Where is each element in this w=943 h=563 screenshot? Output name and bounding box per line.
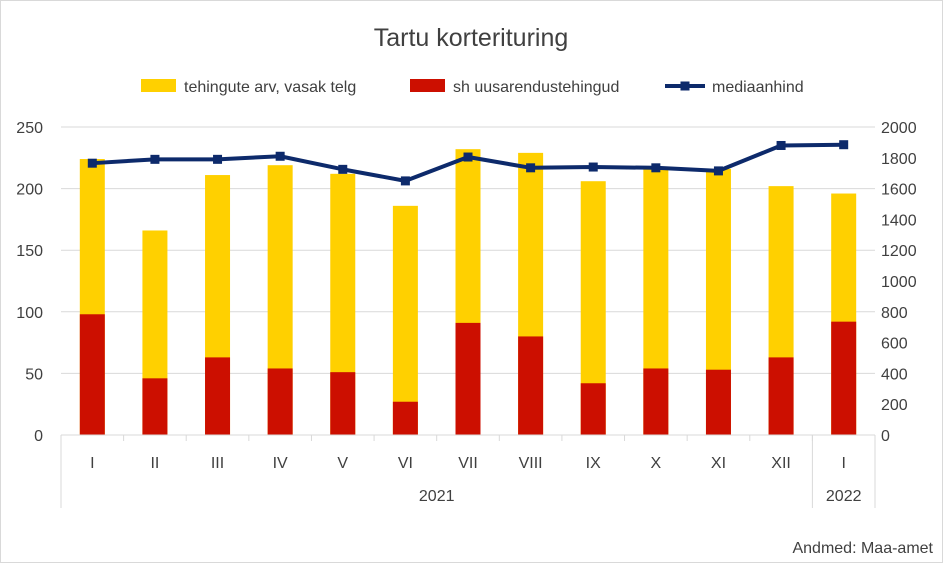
bar-new-development [267,368,293,435]
y-right-tick-label: 800 [881,305,908,322]
y-right-tick-label: 400 [881,366,908,383]
y-left-tick-label: 250 [16,120,43,137]
y-right-tick-label: 1400 [881,212,917,229]
median-price-marker [87,158,97,168]
legend-swatch [410,79,445,92]
median-price-marker [776,140,786,150]
y-left-tick-label: 50 [25,366,43,383]
x-tick-label: V [337,455,348,472]
y-left-tick-label: 150 [16,243,43,260]
median-price-marker [400,176,410,186]
legend-item: tehingute arv, vasak telg [141,79,356,96]
median-price-marker [463,152,473,162]
x-tick-label: IX [586,455,601,472]
y-left-tick-label: 0 [34,428,43,445]
x-tick-label: IV [273,455,288,472]
median-price-marker [651,163,661,173]
y-left-tick-label: 200 [16,182,43,199]
bar-new-development [580,383,606,435]
bar-total [392,205,418,435]
median-price-marker [588,162,598,172]
legend: tehingute arv, vasak telg sh uusarenduste… [141,79,804,96]
x-tick-label: I [841,455,845,472]
bar-new-development [643,368,669,435]
y-right-tick-label: 1200 [881,243,917,260]
bar-new-development [831,321,857,435]
axes: 0 50 100 150 200 250 0 200 400 600 800 1000 1200 1400… [16,120,917,508]
x-tick-label: X [651,455,662,472]
legend-item: mediaanhind [665,79,804,96]
x-tick-label: XII [771,455,791,472]
x-tick-label: III [211,455,224,472]
legend-item: sh uusarendustehingud [410,79,619,96]
median-price-marker [713,166,723,176]
median-price-marker [526,163,536,173]
y-right-tick-label: 1600 [881,182,917,199]
y-right-tick-label: 600 [881,336,908,353]
x-tick-label: VII [458,455,478,472]
x-tick-label: VI [398,455,413,472]
legend-label: sh uusarendustehingud [453,79,619,96]
bar-new-development [392,401,418,435]
bar-new-development [768,357,794,435]
median-price-marker [275,151,285,161]
bar-new-development [330,372,356,435]
year-group-label: 2022 [826,488,862,505]
median-price-marker [839,140,849,150]
legend-marker [680,81,690,91]
median-price-marker [213,154,223,164]
bar-new-development [142,378,168,435]
bar-new-development [455,322,481,435]
median-price-line [87,140,849,186]
x-tick-label: VIII [519,455,543,472]
bar-new-development [705,369,731,435]
year-group-label: 2021 [419,488,455,505]
y-right-tick-label: 0 [881,428,890,445]
bars [79,149,857,436]
legend-label: mediaanhind [712,79,804,96]
legend-label: tehingute arv, vasak telg [184,79,356,96]
median-price-marker [338,164,348,174]
source-note: Andmed: Maa-amet [792,540,933,557]
y-right-tick-label: 1000 [881,274,917,291]
median-price-marker [150,154,160,164]
legend-swatch [141,79,176,92]
x-tick-label: XI [711,455,726,472]
y-left-tick-label: 100 [16,305,43,322]
y-right-tick-label: 2000 [881,120,917,137]
y-right-tick-label: 200 [881,397,908,414]
chart-title: Tartu korterituring [374,24,569,52]
bar-new-development [79,314,105,435]
bar-new-development [205,357,231,435]
x-tick-label: II [150,455,159,472]
x-tick-label: I [90,455,94,472]
bar-new-development [518,336,544,435]
y-right-tick-label: 1800 [881,151,917,168]
